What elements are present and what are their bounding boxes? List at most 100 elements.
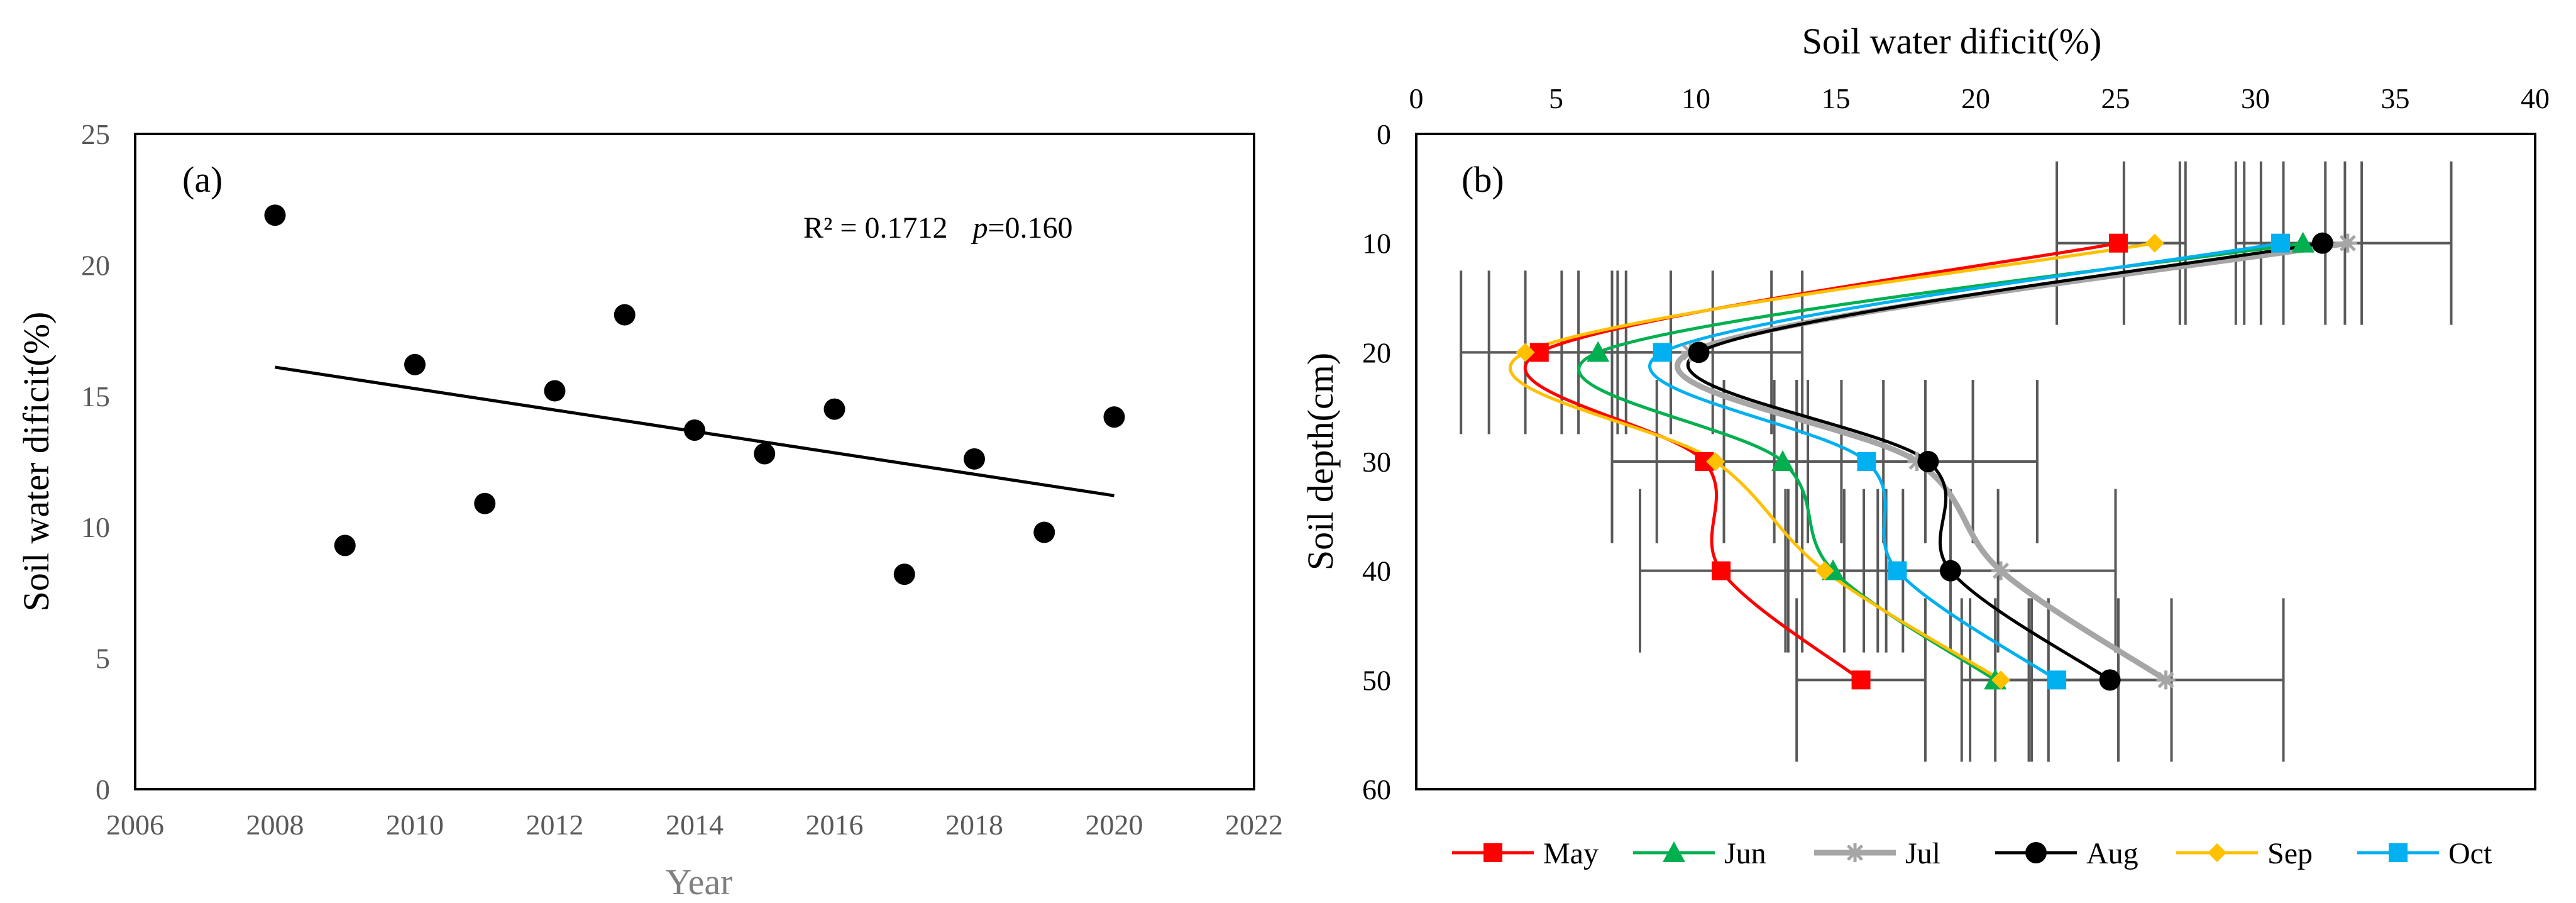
legend-marker-oct [2389, 843, 2408, 862]
x-tick-label-b: 25 [2101, 82, 2130, 114]
axis-ticks-a: 2006 2008 2010 2012 2014 2016 2018 2020 2022 0 5 10… [81, 118, 1283, 841]
scatter-point [614, 304, 636, 326]
marker-jun [2291, 231, 2315, 253]
x-tick-label-b: 15 [1822, 82, 1851, 114]
legend-label-jun: Jun [1724, 837, 1766, 870]
x-tick-label-a: 2010 [386, 809, 444, 841]
y-tick-label-a: 25 [81, 118, 110, 150]
y-tick-label-a: 20 [81, 249, 110, 281]
axis-ticks-b: 0 5 10 15 20 25 30 35 40 0 10 20 30 40 50 60 [1362, 82, 2550, 806]
x-axis-title-a: Year [666, 861, 733, 902]
marker-may [1712, 561, 1731, 580]
y-tick-label-a: 0 [96, 773, 110, 806]
marker-sep [1706, 452, 1726, 471]
marker-jul [1991, 561, 2011, 580]
x-tick-label-b: 5 [1549, 82, 1563, 114]
r-squared-text: R² = 0.1712 [803, 211, 947, 245]
marker-may [1851, 670, 1871, 690]
x-tick-label-a: 2012 [526, 809, 584, 841]
marker-jun [1587, 341, 1610, 362]
series-line-jun [1577, 241, 2304, 682]
panel-label-b: (b) [1461, 159, 1504, 200]
marker-jul [2338, 233, 2357, 253]
x-tick-label-a: 2008 [246, 809, 304, 841]
y-tick-label-b: 0 [1377, 118, 1391, 150]
scatter-point [334, 535, 356, 557]
x-tick-label-b: 30 [2241, 82, 2270, 114]
y-tick-label-b: 60 [1362, 773, 1391, 806]
x-tick-label-b: 10 [1682, 82, 1710, 114]
legend-marker-jul [1846, 843, 1864, 862]
x-tick-label-b: 40 [2521, 82, 2550, 114]
x-tick-label-b: 35 [2381, 82, 2410, 114]
scatter-point [264, 204, 286, 226]
marker-sep [2145, 233, 2164, 253]
x-tick-label-b: 20 [1961, 82, 1990, 114]
scatter-point [544, 380, 566, 402]
legend-marker-jun [1663, 841, 1685, 862]
y-tick-label-b: 40 [1362, 555, 1391, 587]
y-tick-label-b: 30 [1362, 446, 1391, 478]
plot-frame-b [1415, 133, 2536, 790]
marker-sep [1516, 343, 1535, 362]
series-line-may [1523, 241, 2119, 682]
marker-oct [2271, 233, 2291, 253]
data-points-a [264, 204, 1125, 585]
scatter-point [1103, 406, 1125, 428]
marker-aug [1917, 451, 1939, 472]
legend: May Jun Jul Aug Sep Oct [1452, 837, 2492, 870]
scatter-point [893, 563, 915, 585]
p-value-text: =0.160 [988, 211, 1072, 245]
marker-jun [1771, 450, 1794, 471]
marker-oct [1888, 561, 1907, 580]
y-tick-label-a: 5 [96, 643, 110, 675]
y-tick-label-b: 10 [1362, 228, 1391, 260]
series-line-oct [1648, 241, 2281, 682]
series-markers [1516, 231, 2357, 691]
x-tick-label-a: 2016 [806, 809, 864, 841]
scatter-chart-panel-a: (a) R² = 0.1712 p=0.160 2006 2008 2010 2012 2… [16, 118, 1283, 902]
scatter-point [964, 448, 985, 470]
legend-marker-aug [2025, 842, 2047, 863]
scatter-point [474, 492, 496, 514]
series-line-aug [1686, 241, 2323, 682]
scatter-point [823, 398, 845, 420]
legend-label-may: May [1543, 837, 1599, 870]
x-axis-title-b: Soil water dificit(%) [1802, 21, 2102, 62]
series-lines [1509, 240, 2348, 683]
y-axis-title-b: Soil depth(cm) [1300, 353, 1341, 570]
series-line-sep [1509, 241, 2155, 682]
marker-jul [2156, 670, 2176, 690]
x-tick-label-a: 2006 [106, 809, 164, 841]
legend-marker-may [1483, 843, 1502, 862]
marker-sep [1815, 561, 1834, 580]
legend-marker-sep [2208, 843, 2226, 862]
legend-label-aug: Aug [2086, 837, 2138, 870]
y-axis-title-a: Soil water dificit(%) [16, 312, 57, 612]
marker-oct [2047, 670, 2067, 690]
p-label: p [971, 211, 988, 245]
scatter-point [404, 353, 426, 375]
x-tick-label-a: 2018 [945, 809, 1003, 841]
legend-label-sep: Sep [2267, 837, 2313, 870]
y-tick-label-a: 15 [81, 380, 110, 413]
marker-aug [1939, 560, 1961, 582]
panel-label-a: (a) [182, 159, 223, 200]
legend-label-jul: Jul [1905, 837, 1940, 870]
legend-label-oct: Oct [2448, 837, 2492, 870]
scatter-point [1033, 521, 1055, 543]
marker-oct [1857, 452, 1876, 471]
y-tick-label-b: 20 [1362, 336, 1391, 368]
x-tick-label-a: 2014 [666, 809, 724, 841]
x-tick-label-a: 2022 [1225, 809, 1283, 841]
x-tick-label-b: 0 [1409, 82, 1424, 114]
plot-frame-a [134, 133, 1255, 790]
fit-annotation: R² = 0.1712 p=0.160 [803, 211, 1073, 245]
marker-aug [2311, 232, 2333, 254]
scatter-point [684, 419, 705, 441]
y-tick-label-b: 50 [1362, 664, 1391, 696]
x-tick-label-a: 2020 [1086, 809, 1143, 841]
line-chart-panel-b: (b) Soil water dificit(%) Soil depth(cm)… [1300, 21, 2550, 870]
marker-aug [1688, 341, 1710, 363]
